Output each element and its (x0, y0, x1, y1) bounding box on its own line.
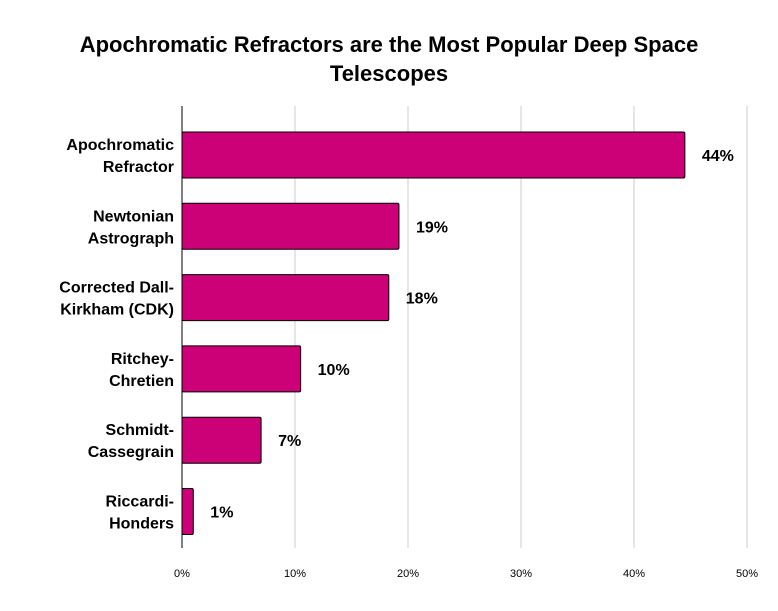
chart-title: Apochromatic Refractors are the Most Pop… (0, 30, 778, 88)
category-label: Astrograph (88, 230, 174, 247)
category-label: Honders (109, 516, 174, 533)
bars (181, 131, 686, 535)
data-label: 7% (278, 433, 301, 450)
category-label: Corrected Dall- (59, 280, 174, 297)
category-label: Refractor (103, 159, 174, 176)
data-label: 18% (406, 291, 438, 308)
x-tick-label: 30% (510, 568, 532, 580)
x-tick-label: 10% (284, 568, 306, 580)
data-label: 19% (416, 219, 448, 236)
category-label: Riccardi- (106, 494, 174, 511)
category-label: Apochromatic (66, 137, 174, 154)
bar (181, 274, 390, 322)
gridlines (294, 106, 748, 548)
bar (181, 488, 194, 535)
data-label: 1% (210, 505, 233, 522)
category-label: Kirkham (CDK) (60, 302, 174, 319)
chart-title-line-1: Apochromatic Refractors are the Most Pop… (79, 32, 699, 57)
bar (181, 131, 686, 179)
x-tick-label: 20% (397, 568, 419, 580)
bar (181, 202, 400, 250)
category-label: Cassegrain (88, 444, 174, 461)
bar (181, 345, 302, 393)
data-label: 10% (318, 362, 350, 379)
category-label: Ritchey- (111, 351, 174, 368)
bar (181, 416, 262, 464)
chart-title-line-2: Telescopes (329, 61, 449, 86)
x-tick-label: 0% (174, 568, 190, 580)
category-label: Chretien (109, 373, 174, 390)
x-tick-label: 40% (623, 568, 645, 580)
category-label: Newtonian (93, 208, 174, 225)
x-tick-label: 50% (736, 568, 758, 580)
category-label: Schmidt- (106, 422, 174, 439)
labels: 0% 10% 20% 30% 40% 50% 44% Apochromatic Refracto… (59, 137, 758, 580)
data-label: 44% (702, 148, 734, 165)
